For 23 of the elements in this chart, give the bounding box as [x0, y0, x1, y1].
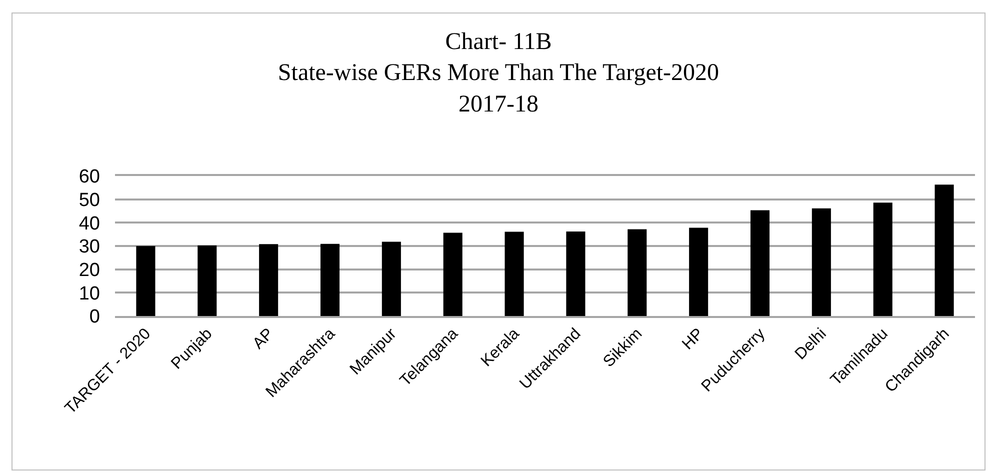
- x-tick-label: HP: [679, 325, 708, 354]
- y-tick-label: 0: [89, 306, 100, 328]
- y-tick-label: 20: [78, 260, 100, 281]
- y-tick-label: 50: [78, 190, 100, 211]
- y-tick-label: 10: [78, 283, 100, 304]
- bar: [934, 184, 954, 316]
- y-tick-label: 60: [78, 166, 100, 188]
- bar: [873, 202, 892, 316]
- bar: [443, 232, 462, 316]
- bar: [259, 244, 278, 316]
- bar: [812, 208, 831, 316]
- bar: [136, 246, 156, 316]
- bar: [504, 232, 524, 316]
- bar: [628, 229, 647, 316]
- y-tick-label: 40: [78, 213, 100, 234]
- bar: [750, 210, 770, 316]
- bar: [198, 246, 217, 316]
- y-tick-label: 30: [78, 236, 100, 258]
- bar: [320, 244, 340, 316]
- bar: [566, 232, 586, 316]
- bar: [689, 228, 708, 316]
- bar: [382, 242, 401, 316]
- chart-title: Chart- 11B State-wise GERs More Than The Target-2020 2017-18: [278, 29, 720, 118]
